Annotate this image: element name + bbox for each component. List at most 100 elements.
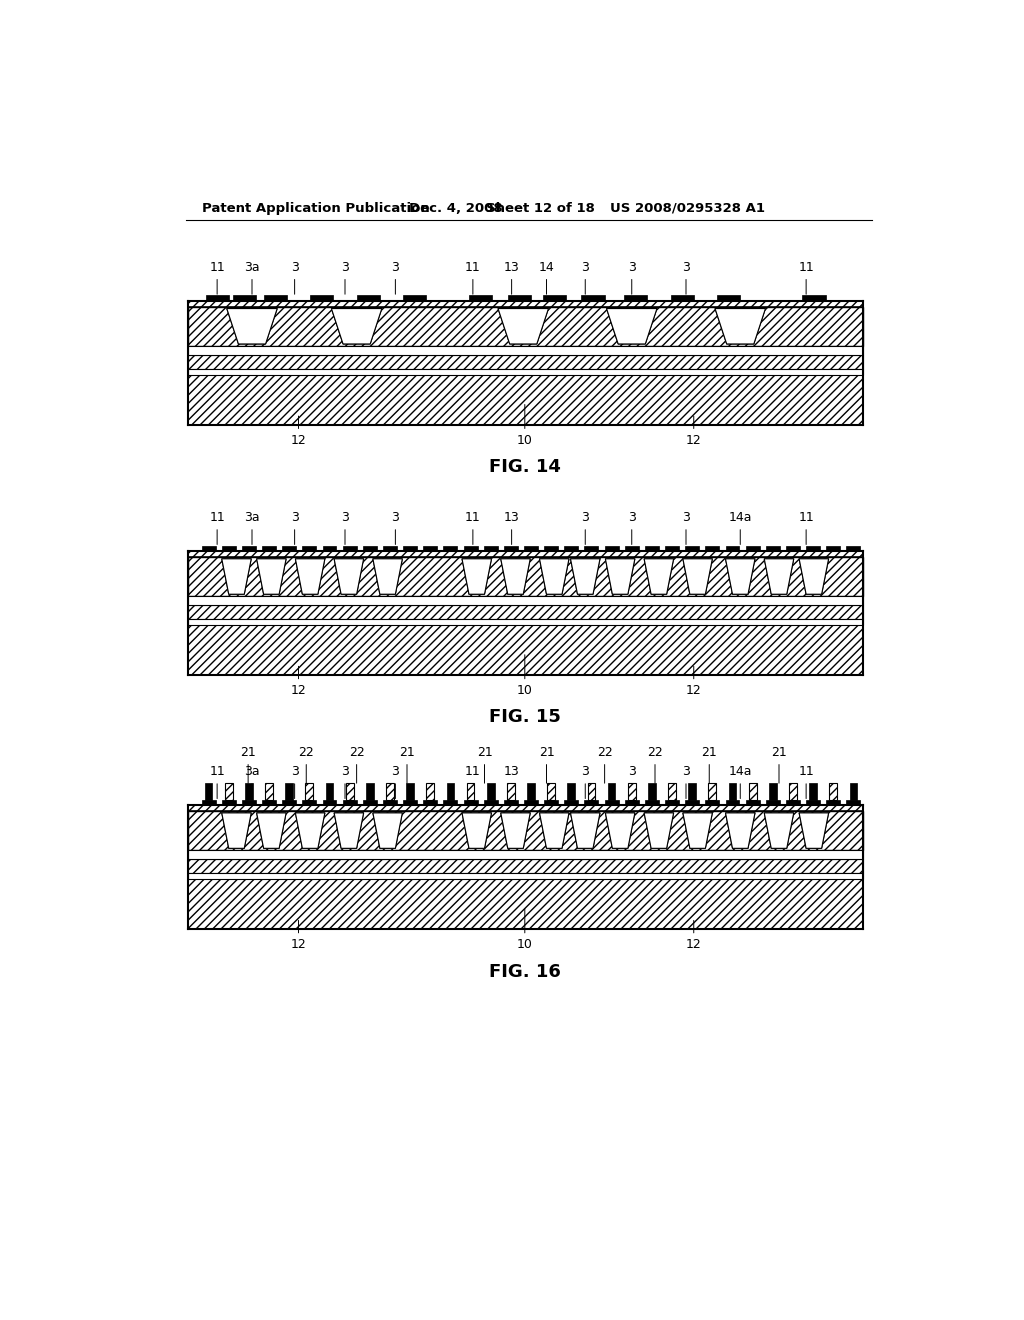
Bar — [362, 545, 377, 552]
Text: 21: 21 — [539, 746, 554, 783]
Bar — [188, 368, 862, 375]
Text: 12: 12 — [291, 920, 306, 952]
Bar — [543, 296, 566, 301]
Bar — [188, 301, 862, 308]
Bar — [709, 783, 716, 800]
Text: 11: 11 — [465, 511, 480, 544]
Bar — [544, 545, 558, 552]
Text: Dec. 4, 2008: Dec. 4, 2008 — [409, 202, 502, 215]
Polygon shape — [462, 813, 492, 849]
Polygon shape — [715, 309, 765, 345]
Polygon shape — [605, 813, 635, 849]
Polygon shape — [606, 309, 657, 345]
Bar — [628, 783, 636, 800]
Polygon shape — [605, 558, 635, 594]
Text: 22: 22 — [597, 746, 612, 783]
Bar — [188, 850, 862, 859]
Bar — [706, 545, 719, 552]
Polygon shape — [257, 558, 286, 594]
Text: FIG. 15: FIG. 15 — [488, 709, 561, 726]
Bar — [188, 308, 862, 346]
Bar — [263, 296, 287, 301]
Polygon shape — [764, 558, 794, 594]
Bar — [604, 800, 618, 805]
Polygon shape — [683, 558, 713, 594]
Bar — [504, 545, 518, 552]
Polygon shape — [373, 813, 402, 849]
Bar — [386, 783, 394, 800]
Text: 3: 3 — [582, 261, 589, 294]
Text: 3a: 3a — [244, 511, 260, 544]
Bar — [202, 800, 216, 805]
Bar — [188, 859, 862, 873]
Bar — [585, 545, 598, 552]
Bar — [624, 296, 647, 301]
Polygon shape — [644, 813, 674, 849]
Bar — [524, 545, 538, 552]
Polygon shape — [222, 813, 251, 849]
Bar — [265, 783, 273, 800]
Polygon shape — [764, 813, 794, 849]
Bar — [188, 375, 862, 425]
Text: 11: 11 — [465, 261, 480, 294]
Bar — [669, 783, 676, 800]
Bar — [188, 812, 862, 850]
Bar — [486, 783, 495, 800]
Bar — [232, 296, 256, 301]
Bar — [286, 783, 293, 800]
Polygon shape — [462, 558, 492, 594]
Text: 22: 22 — [298, 746, 314, 783]
Bar — [188, 346, 862, 355]
Bar — [423, 800, 437, 805]
Bar — [769, 783, 776, 800]
Text: 14: 14 — [539, 261, 554, 294]
Text: 11: 11 — [209, 261, 225, 294]
Bar — [464, 545, 477, 552]
Text: 11: 11 — [465, 766, 480, 799]
Text: 3: 3 — [291, 766, 299, 799]
Text: Patent Application Publication: Patent Application Publication — [202, 202, 429, 215]
Bar — [625, 800, 639, 805]
Bar — [446, 783, 455, 800]
Polygon shape — [540, 813, 569, 849]
Bar — [806, 800, 820, 805]
Text: US 2008/0295328 A1: US 2008/0295328 A1 — [610, 202, 765, 215]
Text: 3: 3 — [291, 261, 299, 294]
Bar — [507, 783, 515, 800]
Bar — [188, 552, 862, 557]
Bar — [786, 545, 800, 552]
Bar — [726, 545, 739, 552]
Bar — [222, 545, 236, 552]
Bar — [343, 800, 356, 805]
Bar — [262, 545, 276, 552]
Bar — [356, 296, 380, 301]
Bar — [262, 800, 276, 805]
Bar — [508, 296, 531, 301]
Bar — [588, 783, 595, 800]
Bar — [847, 545, 860, 552]
Polygon shape — [644, 558, 674, 594]
Bar — [283, 545, 296, 552]
Bar — [206, 296, 228, 301]
Bar — [749, 783, 757, 800]
Bar — [346, 783, 353, 800]
Polygon shape — [373, 813, 402, 849]
Bar — [604, 545, 618, 552]
Polygon shape — [295, 813, 325, 849]
Text: 3: 3 — [391, 511, 399, 544]
Bar — [383, 800, 397, 805]
Bar — [403, 800, 417, 805]
Polygon shape — [799, 558, 828, 594]
Bar — [607, 783, 615, 800]
Bar — [567, 783, 575, 800]
Text: 14a: 14a — [728, 511, 752, 544]
Bar — [225, 783, 232, 800]
Polygon shape — [799, 813, 828, 849]
Text: 3: 3 — [628, 261, 636, 294]
Polygon shape — [373, 558, 402, 594]
Text: 3: 3 — [341, 766, 349, 799]
Text: 3: 3 — [391, 766, 399, 799]
Bar — [625, 545, 639, 552]
Bar — [323, 800, 337, 805]
Polygon shape — [501, 558, 530, 594]
